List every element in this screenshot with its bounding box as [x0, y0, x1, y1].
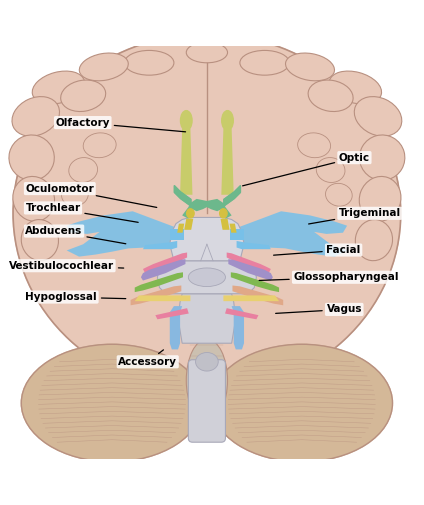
Polygon shape	[155, 308, 189, 319]
Ellipse shape	[186, 339, 228, 422]
Text: Hypoglossal: Hypoglossal	[25, 292, 126, 302]
Polygon shape	[67, 211, 182, 257]
Text: Vestibulocochlear: Vestibulocochlear	[9, 261, 124, 271]
Ellipse shape	[12, 96, 59, 136]
Ellipse shape	[61, 183, 88, 206]
Polygon shape	[221, 129, 234, 195]
Ellipse shape	[32, 71, 85, 104]
Ellipse shape	[329, 71, 382, 104]
Polygon shape	[180, 129, 192, 195]
Ellipse shape	[211, 344, 393, 462]
Polygon shape	[237, 241, 271, 249]
Polygon shape	[143, 252, 187, 273]
Ellipse shape	[308, 80, 353, 112]
Ellipse shape	[181, 111, 192, 130]
Ellipse shape	[9, 135, 54, 180]
Polygon shape	[232, 306, 244, 349]
Ellipse shape	[79, 53, 128, 81]
Ellipse shape	[69, 158, 98, 182]
Text: Accessory: Accessory	[118, 350, 177, 367]
Ellipse shape	[285, 53, 335, 81]
Polygon shape	[170, 306, 182, 349]
Ellipse shape	[186, 42, 228, 63]
Ellipse shape	[355, 220, 393, 261]
Ellipse shape	[359, 176, 401, 221]
Ellipse shape	[83, 133, 116, 158]
Ellipse shape	[13, 34, 401, 393]
Polygon shape	[188, 199, 226, 211]
Polygon shape	[141, 259, 185, 281]
Text: Trigeminal: Trigeminal	[309, 209, 401, 224]
Ellipse shape	[326, 183, 352, 206]
Polygon shape	[229, 259, 273, 281]
Text: Glossopharyngeal: Glossopharyngeal	[259, 272, 399, 282]
Ellipse shape	[298, 133, 331, 158]
Ellipse shape	[61, 80, 106, 112]
Text: Oculomotor: Oculomotor	[25, 184, 157, 208]
Polygon shape	[135, 295, 190, 301]
Ellipse shape	[360, 135, 405, 180]
Ellipse shape	[124, 50, 174, 75]
Polygon shape	[232, 285, 283, 306]
Ellipse shape	[240, 50, 289, 75]
Ellipse shape	[220, 209, 227, 218]
Polygon shape	[223, 295, 279, 301]
Ellipse shape	[21, 220, 59, 261]
Polygon shape	[229, 224, 237, 233]
Polygon shape	[157, 261, 257, 294]
Ellipse shape	[21, 344, 203, 462]
Text: Abducens: Abducens	[25, 226, 126, 244]
Text: Facial: Facial	[273, 245, 361, 255]
Polygon shape	[143, 241, 177, 249]
Ellipse shape	[13, 176, 55, 221]
Text: Optic: Optic	[243, 153, 370, 186]
Polygon shape	[177, 224, 184, 233]
FancyBboxPatch shape	[188, 360, 226, 442]
Polygon shape	[225, 308, 259, 319]
Text: Trochlear: Trochlear	[25, 203, 138, 222]
Ellipse shape	[354, 96, 402, 136]
Polygon shape	[131, 285, 181, 306]
Polygon shape	[219, 207, 232, 219]
Polygon shape	[170, 218, 244, 261]
Ellipse shape	[316, 158, 345, 182]
Polygon shape	[135, 272, 183, 292]
Polygon shape	[170, 229, 184, 240]
Ellipse shape	[187, 209, 194, 218]
Polygon shape	[232, 211, 347, 257]
Polygon shape	[231, 272, 279, 292]
Polygon shape	[227, 252, 271, 273]
Ellipse shape	[195, 352, 218, 371]
Polygon shape	[178, 294, 236, 343]
Text: Olfactory: Olfactory	[56, 118, 186, 132]
Polygon shape	[182, 207, 195, 219]
Text: Vagus: Vagus	[276, 305, 362, 315]
Ellipse shape	[222, 111, 233, 130]
Polygon shape	[184, 219, 193, 230]
Ellipse shape	[188, 268, 226, 286]
Polygon shape	[229, 229, 244, 240]
Polygon shape	[220, 219, 229, 230]
